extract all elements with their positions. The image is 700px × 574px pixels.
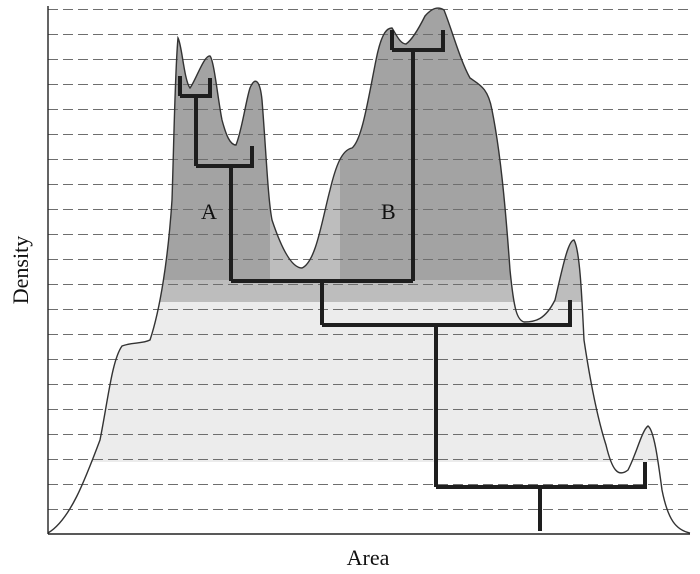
level-gridlines xyxy=(48,9,690,510)
dendrogram-cluster-a-top xyxy=(178,76,212,98)
dendrogram-cluster-a-split xyxy=(196,146,254,168)
cluster-label-b: B xyxy=(381,199,396,224)
dendrogram-cluster-b-top xyxy=(390,30,445,52)
cluster-label-a: A xyxy=(201,199,217,224)
density-curve xyxy=(47,7,691,534)
dendrogram xyxy=(178,30,647,531)
dendrogram-root-split xyxy=(436,462,647,489)
dendrogram-level-2 xyxy=(322,300,572,327)
x-axis-label: Area xyxy=(347,545,390,570)
y-axis-label: Density xyxy=(8,236,33,304)
